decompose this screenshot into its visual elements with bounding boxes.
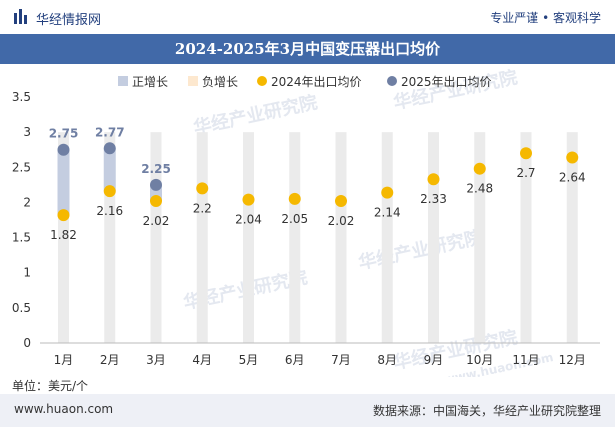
point-2024 [520, 147, 532, 160]
x-tick-label: 2月 [100, 353, 120, 367]
x-tick-label: 4月 [192, 353, 212, 367]
bar-track [58, 132, 69, 343]
legend-label: 正增长 [132, 75, 168, 89]
legend-dot [387, 76, 397, 86]
legend-swatch [118, 76, 128, 86]
point-2024 [566, 151, 579, 164]
data-label-2024: 2.33 [420, 192, 447, 206]
legend-swatch [188, 76, 198, 86]
bar-track [428, 132, 439, 343]
data-label-2024: 2.48 [466, 182, 493, 196]
bar-track [474, 132, 486, 343]
point-2024 [242, 193, 255, 206]
x-tick-label: 12月 [559, 353, 586, 367]
data-label-2025: 2.25 [141, 162, 171, 176]
y-tick-label: 2.5 [12, 160, 31, 174]
chart-title: 2024-2025年3月中国变压器出口均价 [174, 40, 441, 58]
y-tick-label: 1.5 [12, 231, 31, 245]
x-tick-label: 3月 [146, 353, 166, 367]
point-2024 [427, 173, 440, 186]
y-tick-label: 2 [23, 195, 31, 209]
y-tick-label: 0 [23, 336, 31, 350]
x-tick-label: 8月 [377, 353, 397, 367]
point-2024 [381, 186, 394, 199]
data-label-2024: 2.64 [559, 170, 586, 184]
data-label-2024: 2.02 [143, 214, 170, 228]
growth-bar [103, 148, 116, 192]
chart-area: 华经产业研究院华经产业研究院华经产业研究院华经产业研究院华经产业研究院www.h… [12, 66, 600, 377]
legend-dot [257, 76, 267, 86]
bar-track [566, 132, 578, 343]
point-2024 [473, 162, 486, 175]
brand-logo-icon [14, 9, 27, 24]
y-tick-label: 0.5 [12, 301, 31, 315]
data-label-2024: 2.02 [328, 214, 355, 228]
bar-track [335, 132, 347, 343]
bar-tracks [58, 132, 578, 343]
data-label-2024: 2.2 [193, 201, 212, 215]
bar-track [243, 132, 254, 343]
top-bar: 华经情报网 专业严谨 • 客观科学 [0, 0, 615, 34]
point-2024 [150, 195, 162, 208]
legend-label: 负增长 [202, 75, 238, 89]
point-2025 [103, 142, 116, 155]
data-label-2024: 2.16 [96, 204, 123, 218]
data-label-2024: 1.82 [50, 228, 77, 242]
data-label-2024: 2.7 [516, 166, 535, 180]
bar-track [289, 132, 301, 343]
unit-label: 单位：美元/个 [12, 379, 89, 393]
x-tick-label: 10月 [466, 353, 493, 367]
footer-source: 数据来源：中国海关，华经产业研究院整理 [372, 404, 601, 418]
legend: 正增长 负增长 2024年出口均价 2025年出口均价 [118, 75, 492, 89]
x-tick-label: 11月 [512, 353, 539, 367]
x-tick-label: 7月 [331, 353, 351, 367]
point-2024 [335, 195, 347, 208]
bar-track [104, 132, 116, 343]
data-labels: 1.82 2.16 2.02 2.2 2.04 2.05 2.02 2.14 2.33 2.48 2… [49, 125, 586, 242]
point-2025 [150, 178, 162, 191]
x-tick-label: 1月 [54, 353, 74, 367]
title-bar: 2024-2025年3月中国变压器出口均价 [0, 34, 615, 64]
data-label-2024: 2.04 [235, 213, 262, 227]
bar-track [520, 132, 532, 343]
point-2024 [103, 185, 116, 198]
data-points [57, 142, 579, 222]
data-label-2024: 2.05 [281, 212, 308, 226]
y-axis: 0 0.5 1 1.5 2 2.5 3 3.5 [12, 90, 31, 350]
watermark-text: 华经产业研究院 [356, 226, 484, 274]
data-label-2025: 2.77 [95, 125, 125, 139]
slogan: 专业严谨 • 客观科学 [490, 11, 601, 25]
y-tick-label: 3.5 [12, 90, 31, 104]
point-2024 [57, 209, 70, 222]
x-tick-label: 5月 [239, 353, 259, 367]
point-2024 [288, 192, 301, 205]
growth-bar [57, 149, 70, 216]
y-tick-label: 3 [23, 125, 31, 139]
brand-name: 华经情报网 [36, 13, 102, 28]
legend-label: 2024年出口均价 [271, 75, 362, 89]
watermark-text: 华经产业研究院 [191, 91, 319, 139]
watermark-text: 华经产业研究院 [391, 66, 519, 114]
footer: www.huaon.com 数据来源：中国海关，华经产业研究院整理 [0, 394, 615, 427]
y-tick-label: 1 [23, 266, 31, 280]
x-tick-label: 9月 [424, 353, 444, 367]
point-2024 [196, 182, 209, 195]
x-axis-labels: 1月 2月 3月 4月 5月 6月 7月 8月 9月 10月 11月 12月 [54, 353, 586, 367]
footer-url: www.huaon.com [14, 402, 114, 416]
data-label-2024: 2.14 [374, 206, 401, 220]
bar-track [150, 132, 162, 343]
point-2025 [57, 143, 70, 156]
x-tick-label: 6月 [285, 353, 305, 367]
bar-track [196, 132, 208, 343]
legend-label: 2025年出口均价 [401, 75, 492, 89]
bar-track [381, 132, 393, 343]
data-label-2025: 2.75 [49, 127, 79, 141]
